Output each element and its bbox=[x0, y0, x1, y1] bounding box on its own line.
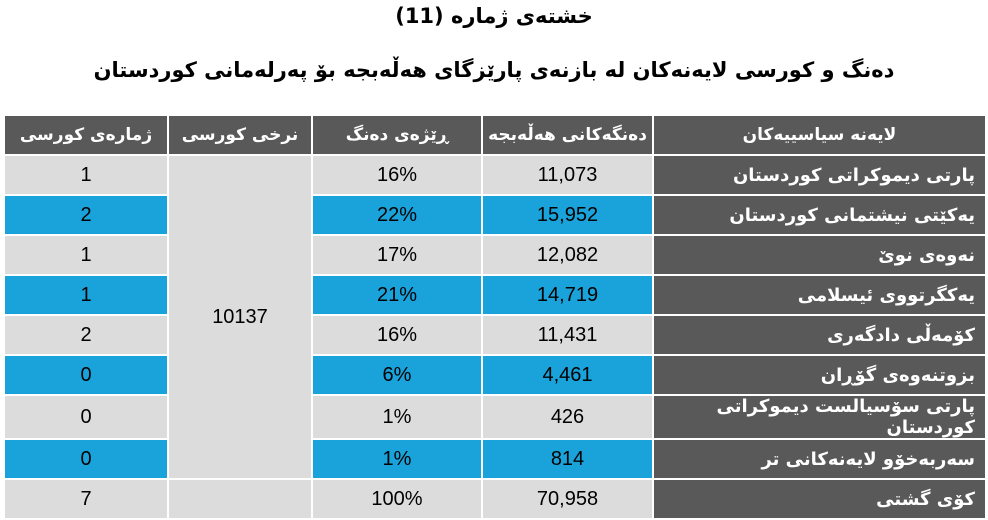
party-cell: پارتی دیموکراتی کوردستان bbox=[652, 154, 987, 196]
party-cell: پارتی سۆسیالست دیموکراتی کوردستان bbox=[652, 394, 987, 440]
votes-cell: 426 bbox=[481, 394, 654, 440]
pct-cell: 6% bbox=[311, 354, 483, 396]
seats-cell: 1 bbox=[3, 234, 169, 276]
party-cell: بزوتنەوەی گۆڕان bbox=[652, 354, 987, 396]
table-title: خشتەی ژمارە (11) bbox=[395, 4, 593, 28]
table-row: 2 22% 15,952 یەکێتی نیشتمانی کوردستان bbox=[3, 194, 987, 236]
party-cell: یەکێتی نیشتمانی کوردستان bbox=[652, 194, 987, 236]
header-party: لایەنە سیاسییەکان bbox=[652, 114, 987, 156]
votes-cell: 11,073 bbox=[481, 154, 654, 196]
seats-cell: 0 bbox=[3, 394, 169, 440]
total-label-cell: کۆی گشتی bbox=[652, 478, 987, 520]
table-row: 0 1% 426 پارتی سۆسیالست دیموکراتی کوردست… bbox=[3, 394, 987, 440]
pct-cell: 21% bbox=[311, 274, 483, 316]
pct-cell: 16% bbox=[311, 154, 483, 196]
seats-cell: 1 bbox=[3, 154, 169, 196]
table-row: 1 17% 12,082 نەوەی نوێ bbox=[3, 234, 987, 276]
table-subtitle: دەنگ و کورسی لایەنەکان لە بازنەی پارێزگا… bbox=[93, 58, 895, 82]
table-row: 2 16% 11,431 کۆمەڵی دادگەری bbox=[3, 314, 987, 356]
votes-cell: 814 bbox=[481, 438, 654, 480]
total-rate-cell bbox=[167, 478, 313, 520]
table-row: 1 10137 16% 11,073 پارتی دیموکراتی کوردس… bbox=[3, 154, 987, 480]
table-row: 0 1% 814 سەربەخۆو لایەنەکانی تر bbox=[3, 438, 987, 480]
votes-cell: 15,952 bbox=[481, 194, 654, 236]
seats-cell: 2 bbox=[3, 314, 169, 356]
party-cell: نەوەی نوێ bbox=[652, 234, 987, 276]
party-cell: یەکگرتووی ئیسلامی bbox=[652, 274, 987, 316]
election-results-table: ژمارەی کورسی نرخی کورسی ڕێژەی دەنگ دەنگە… bbox=[3, 114, 987, 520]
pct-cell: 16% bbox=[311, 314, 483, 356]
votes-cell: 4,461 bbox=[481, 354, 654, 396]
header-seat-rate: نرخی کورسی bbox=[167, 114, 313, 156]
total-votes-cell: 70,958 bbox=[481, 478, 654, 520]
total-pct-cell: 100% bbox=[311, 478, 483, 520]
party-cell: سەربەخۆو لایەنەکانی تر bbox=[652, 438, 987, 480]
pct-cell: 17% bbox=[311, 234, 483, 276]
seats-cell: 2 bbox=[3, 194, 169, 236]
header-votes: دەنگەکانی هەڵەبجە bbox=[481, 114, 654, 156]
header-vote-pct: ڕێژەی دەنگ bbox=[311, 114, 483, 156]
header-seats: ژمارەی کورسی bbox=[3, 114, 169, 156]
header-row: ژمارەی کورسی نرخی کورسی ڕێژەی دەنگ دەنگە… bbox=[3, 114, 987, 156]
seats-cell: 0 bbox=[3, 354, 169, 396]
party-cell: کۆمەڵی دادگەری bbox=[652, 314, 987, 356]
table-row: 1 21% 14,719 یەکگرتووی ئیسلامی bbox=[3, 274, 987, 316]
seats-cell: 0 bbox=[3, 438, 169, 480]
votes-cell: 12,082 bbox=[481, 234, 654, 276]
seats-cell: 1 bbox=[3, 274, 169, 316]
pct-cell: 22% bbox=[311, 194, 483, 236]
pct-cell: 1% bbox=[311, 394, 483, 440]
total-seats-cell: 7 bbox=[3, 478, 169, 520]
total-row: 7 100% 70,958 کۆی گشتی bbox=[3, 478, 987, 520]
pct-cell: 1% bbox=[311, 438, 483, 480]
seat-rate-cell: 10137 bbox=[167, 154, 313, 480]
table-row: 0 6% 4,461 بزوتنەوەی گۆڕان bbox=[3, 354, 987, 396]
votes-cell: 11,431 bbox=[481, 314, 654, 356]
votes-cell: 14,719 bbox=[481, 274, 654, 316]
